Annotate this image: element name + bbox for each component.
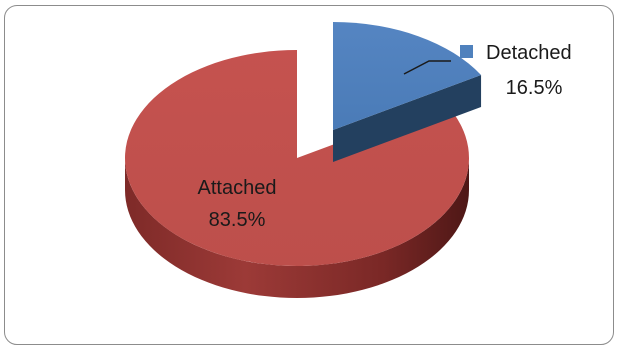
slice-label-attached: Attached	[198, 177, 277, 199]
slice-attached	[124, 50, 469, 266]
slice-attached-side	[125, 158, 469, 298]
legend-swatch-detached	[460, 45, 473, 58]
slice-detached-front-wall	[333, 75, 482, 162]
legend-label-detached: Detached	[486, 42, 572, 64]
slice-detached	[333, 22, 482, 130]
detached-leader-line	[403, 60, 451, 75]
slice-value-detached: 16.5%	[506, 77, 563, 99]
slice-value-attached: 83.5%	[209, 209, 266, 231]
